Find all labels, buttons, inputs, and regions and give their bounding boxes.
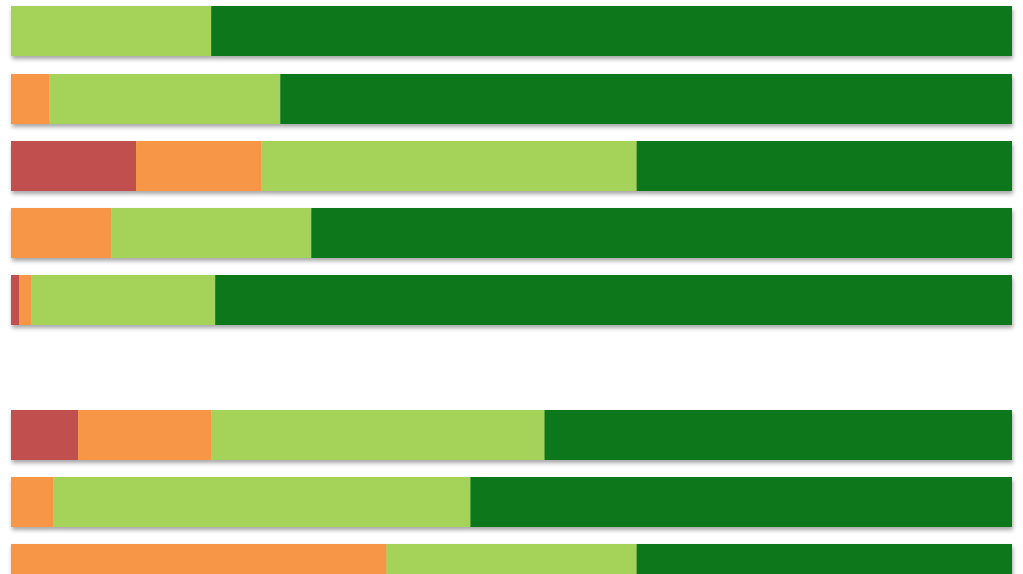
bar-segment-row3-s1 <box>11 141 137 191</box>
bar-segment-row5-s1 <box>11 275 20 325</box>
bar-segment-row3-s2 <box>136 141 262 191</box>
bar-row-5 <box>11 275 1012 325</box>
bar-segment-row6-s1 <box>11 410 79 460</box>
bars-layer <box>11 6 1013 574</box>
bar-segment-row3-s4 <box>636 141 1013 191</box>
bar-segment-row3-s3 <box>261 141 637 191</box>
bar-segment-row7-s3 <box>53 477 471 527</box>
bar-segment-row7-s4 <box>470 477 1013 527</box>
bar-segment-row5-s4 <box>215 275 1012 325</box>
bar-segment-row5-s2 <box>19 275 32 325</box>
bar-segment-row2-s2 <box>11 74 50 124</box>
bar-segment-row6-s4 <box>544 410 1012 460</box>
bar-segment-row2-s4 <box>280 74 1012 124</box>
bar-segment-row8-s3 <box>386 544 637 574</box>
bar-segment-row6-s3 <box>211 410 545 460</box>
bar-row-2 <box>11 74 1012 124</box>
bar-row-8 <box>11 544 1013 574</box>
bar-segment-row4-s4 <box>311 208 1012 258</box>
bar-segment-row2-s3 <box>49 74 281 124</box>
bar-segment-row8-s4 <box>636 544 1013 574</box>
bar-row-7 <box>11 477 1013 527</box>
bar-row-3 <box>11 141 1013 191</box>
bar-segment-row7-s2 <box>11 477 54 527</box>
bar-segment-row1-s3 <box>11 6 212 56</box>
bar-segment-row6-s2 <box>78 410 212 460</box>
bar-segment-row1-s4 <box>211 6 1012 56</box>
bar-row-6 <box>11 410 1012 460</box>
bar-segment-row5-s3 <box>31 275 216 325</box>
bar-segment-row4-s2 <box>11 208 112 258</box>
bar-segment-row8-s2 <box>11 544 387 574</box>
bar-segment-row4-s3 <box>111 208 312 258</box>
bar-row-1 <box>11 6 1012 56</box>
bar-row-4 <box>11 208 1012 258</box>
